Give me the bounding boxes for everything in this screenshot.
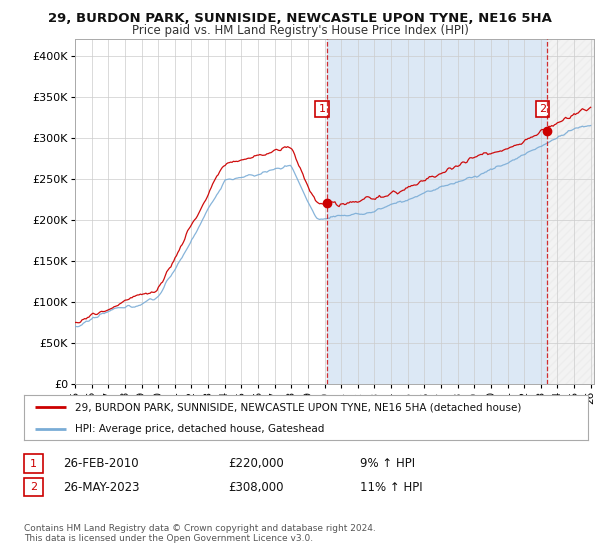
Text: 29, BURDON PARK, SUNNISIDE, NEWCASTLE UPON TYNE, NE16 5HA (detached house): 29, BURDON PARK, SUNNISIDE, NEWCASTLE UP… [75,402,521,412]
Text: 11% ↑ HPI: 11% ↑ HPI [360,480,422,494]
Text: HPI: Average price, detached house, Gateshead: HPI: Average price, detached house, Gate… [75,424,324,434]
Text: 1: 1 [30,459,37,469]
Text: 2: 2 [30,482,37,492]
Text: Price paid vs. HM Land Registry's House Price Index (HPI): Price paid vs. HM Land Registry's House … [131,24,469,36]
Text: 29, BURDON PARK, SUNNISIDE, NEWCASTLE UPON TYNE, NE16 5HA: 29, BURDON PARK, SUNNISIDE, NEWCASTLE UP… [48,12,552,25]
Text: £220,000: £220,000 [228,457,284,470]
Text: Contains HM Land Registry data © Crown copyright and database right 2024.
This d: Contains HM Land Registry data © Crown c… [24,524,376,543]
Text: 26-MAY-2023: 26-MAY-2023 [63,480,139,494]
Bar [327,39,547,384]
Text: 2: 2 [539,104,546,114]
Text: 1: 1 [319,104,326,114]
Bar [547,39,594,384]
Text: 26-FEB-2010: 26-FEB-2010 [63,457,139,470]
Text: £308,000: £308,000 [228,480,284,494]
Text: 9% ↑ HPI: 9% ↑ HPI [360,457,415,470]
